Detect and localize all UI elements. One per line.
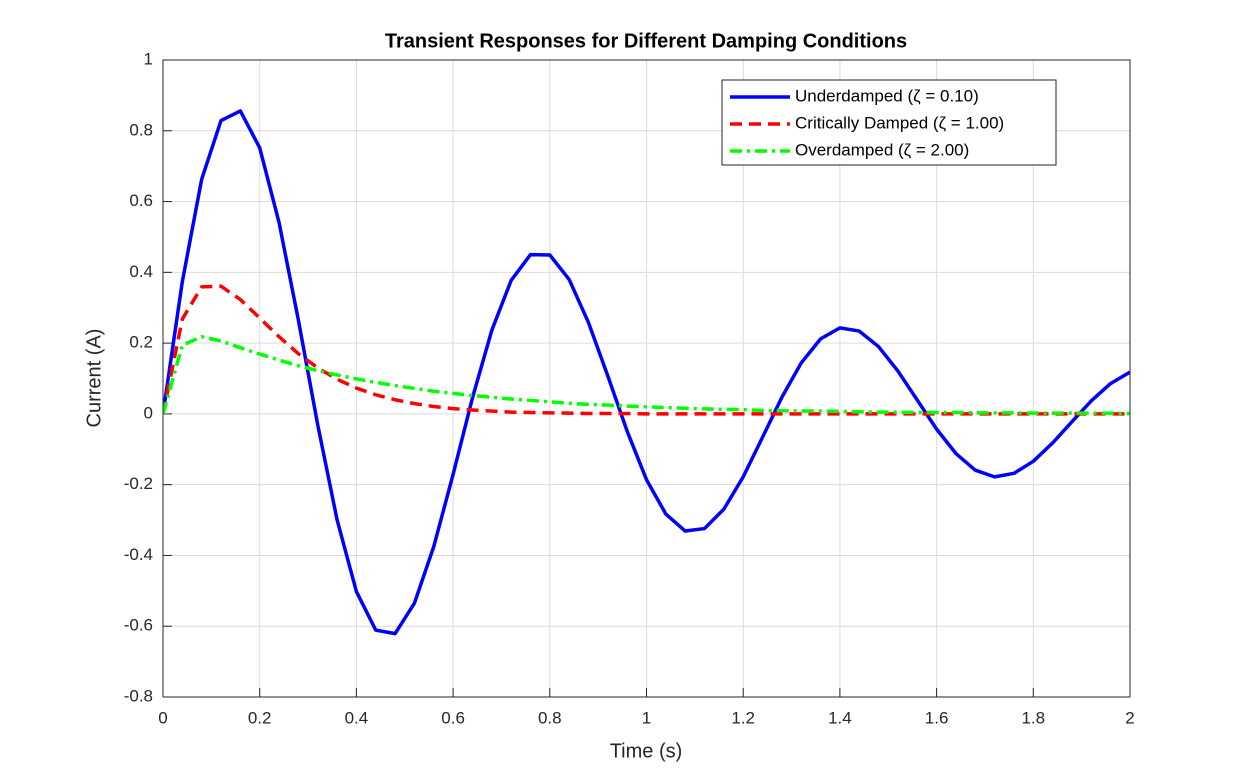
y-tick-label: -0.2 xyxy=(124,474,153,493)
x-tick-label: 0.2 xyxy=(248,708,272,727)
x-tick-label: 0.4 xyxy=(345,708,369,727)
x-tick-label: 0.8 xyxy=(538,708,562,727)
plot-frame xyxy=(162,59,1131,698)
legend-label: Overdamped (ζ = 2.00) xyxy=(795,140,969,159)
x-tick-label: 1.8 xyxy=(1021,708,1045,727)
y-axis-label: Current (A) xyxy=(83,329,105,428)
legend-label: Underdamped (ζ = 0.10) xyxy=(795,86,979,105)
y-tick-label: -0.6 xyxy=(124,616,153,635)
data-line xyxy=(163,109,1130,636)
x-tick-label: 1 xyxy=(642,708,651,727)
y-tick-label: 0.8 xyxy=(129,120,153,139)
data-line xyxy=(163,334,1130,416)
legend-label: Critically Damped (ζ = 1.00) xyxy=(795,113,1004,132)
y-tick-label: 0.6 xyxy=(129,191,153,210)
x-tick-label: 0.6 xyxy=(441,708,465,727)
y-tick-label: 1 xyxy=(144,49,153,68)
y-tick-label: 0.2 xyxy=(129,333,153,352)
x-tick-label: 1.6 xyxy=(925,708,949,727)
y-tick-label: -0.8 xyxy=(124,686,153,705)
x-tick-label: 2 xyxy=(1125,708,1134,727)
x-tick-label: 0 xyxy=(158,708,167,727)
chart-title: Transient Responses for Different Dampin… xyxy=(385,30,907,52)
y-tick-label: 0 xyxy=(144,403,153,422)
y-tick-label: -0.4 xyxy=(124,545,153,564)
x-tick-label: 1.4 xyxy=(828,708,852,727)
x-axis-label: Time (s) xyxy=(610,740,683,762)
y-tick-label: 0.4 xyxy=(129,262,153,281)
x-tick-label: 1.2 xyxy=(731,708,755,727)
